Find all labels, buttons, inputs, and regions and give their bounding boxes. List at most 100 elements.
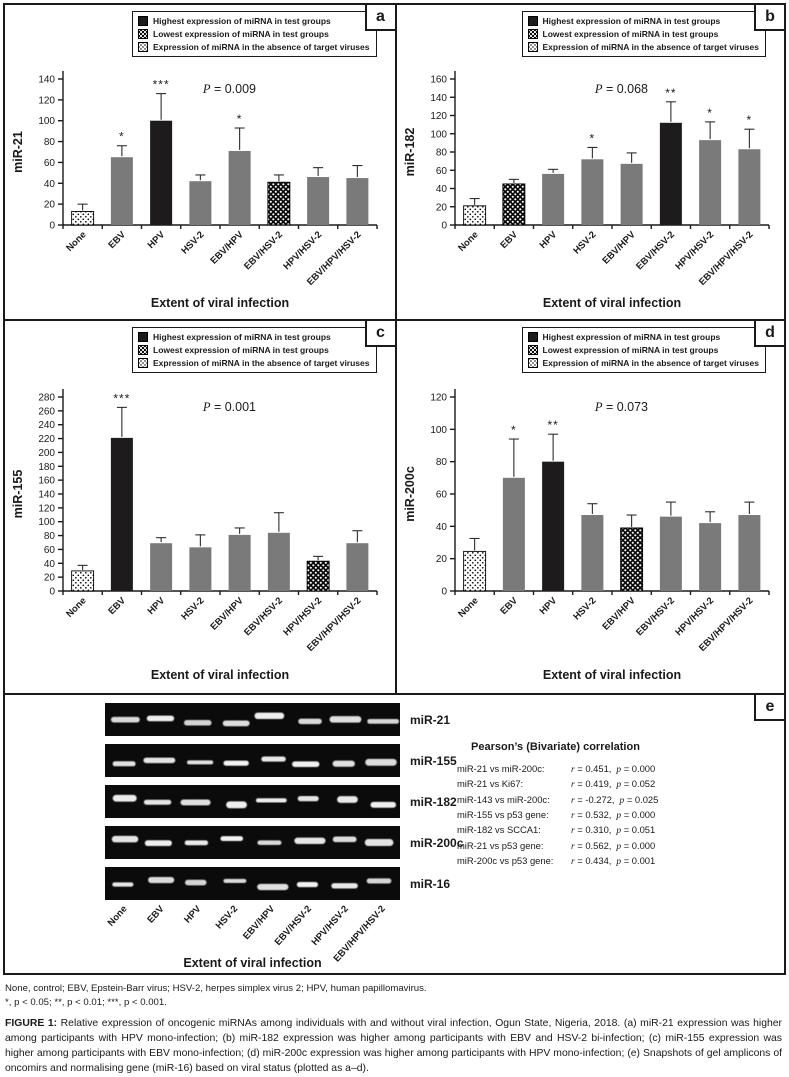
y-tick-label: 80 [44,531,56,542]
x-category-label: EBV [106,229,128,251]
legend-label: Expression of miRNA in the absence of ta… [542,358,760,368]
bar-EBV/HPV [620,163,643,225]
bar-HSV-2 [580,515,603,591]
y-tick-label: 280 [38,393,55,404]
y-tick-label: 120 [430,393,447,404]
gel-band [332,836,357,843]
gel-band [367,718,400,724]
correlation-row: miR-200c vs p53 gene: r = 0.434, p = 0.00… [457,854,713,869]
legend-swatch-lowest [138,345,148,355]
gel-row-label: miR-200c [410,836,464,850]
legend-swatch-absent [527,358,538,368]
legend-label: Lowest expression of miRNA in test group… [153,345,329,355]
gel-lane-label: HSV-2 [214,904,241,932]
bar-HPV [150,543,173,591]
gel-panel: miR-21 miR-155 miR-182 miR-200c miR-16 None EB… [5,693,784,973]
y-tick-label: 120 [430,111,447,122]
significance-stars: *** [153,78,170,92]
correlation-pair: miR-143 vs miR-200c: [457,793,550,805]
correlation-values: r = 0.310, p = 0.051 [571,823,713,838]
legend-swatch-lowest [527,29,538,39]
gel-band [257,883,289,891]
panel-letter: c [376,324,385,341]
gel-band [143,799,172,805]
legend-row: Lowest expression of miRNA in test group… [138,345,370,355]
x-category-label: EBV/HPV [600,595,638,633]
bar-HPV/HSV-2 [307,177,330,225]
bar-EBV/HPV/HSV-2 [346,543,369,591]
gel-band [365,758,397,766]
y-tick-label: 80 [435,457,447,468]
x-category-label: EBV [498,229,520,251]
y-tick-label: 80 [435,148,447,159]
x-category-label: EBV/HSV-2 [242,595,285,638]
panel-letter: b [765,8,775,25]
panel-letter-badge: a [364,5,395,31]
significance-stars: * [119,130,125,144]
correlation-values: r = 0.562, p = 0.000 [571,839,713,854]
x-category-label: HPV [537,595,559,617]
correlation-row: miR-182 vs SCCA1: r = 0.310, p = 0.051 [457,823,713,838]
x-category-label: HPV/HSV-2 [281,229,324,272]
gel-band [366,878,392,884]
figure-description: Relative expression of oncogenic miRNAs … [5,1017,782,1075]
y-tick-label: 140 [430,93,447,104]
bar-EBV/HPV [228,150,251,225]
legend-row: Lowest expression of miRNA in test group… [138,29,370,39]
caption-figure-text: FIGURE 1: Relative expression of oncogen… [5,1016,782,1077]
bar-EBV/HPV [228,534,251,591]
x-category-label: None [64,595,89,620]
bar-HPV [541,461,564,591]
significance-stars: * [707,106,713,120]
x-axis-title: Extent of viral infection [151,296,289,310]
legend-label: Expression of miRNA in the absence of ta… [153,42,370,52]
gel-band [364,839,394,846]
correlation-r-value: r = 0.434, [571,855,612,868]
gel-band [331,883,358,889]
bar-EBV/HSV-2 [659,516,682,591]
gel-band [298,718,322,725]
gel-band [183,720,212,726]
legend-swatch-highest [138,16,148,26]
y-tick-label: 0 [441,587,447,598]
correlation-pair: miR-182 vs SCCA1: [457,824,541,836]
x-category-label: EBV/HPV [600,229,638,267]
y-tick-label: 0 [49,587,55,598]
gel-band [297,796,319,802]
caption-abbreviations: None, control; EBV, Epstein-Barr virus; … [5,983,427,994]
p-value-label: P = 0.073 [593,400,647,414]
y-tick-label: 40 [44,179,56,190]
gel-lane-label: None [106,904,130,929]
bar-EBV/HPV/HSV-2 [737,149,760,225]
y-axis-title: miR-21 [11,131,25,173]
correlation-rows: miR-21 vs miR-200c: r = 0.451, p = 0.000 … [457,762,713,869]
x-category-label: EBV/HSV-2 [634,229,677,272]
gel-band [112,882,134,887]
bar-HSV-2 [189,181,212,225]
significance-stars: * [746,113,752,127]
panel-letter: e [765,698,775,715]
legend-label: Expression of miRNA in the absence of ta… [542,42,760,52]
gel-row-label: miR-182 [410,795,457,809]
y-tick-label: 60 [44,545,56,556]
correlation-p-value: p = 0.052 [616,778,656,791]
correlation-p-value: p = 0.001 [616,855,656,868]
x-category-label: HPV/HSV-2 [281,595,324,638]
chart-legend: Highest expression of miRNA in test grou… [132,11,377,57]
y-tick-label: 140 [38,490,55,501]
figure-1: Highest expression of miRNA in test grou… [3,3,786,975]
legend-swatch-absent [138,42,148,52]
bar-EBV/HSV-2 [267,532,290,591]
y-tick-label: 80 [44,137,56,148]
x-category-label: HPV [146,595,168,617]
caption-significance: *, p < 0.05; **, p < 0.01; ***, p < 0.00… [5,997,167,1009]
gel-band [296,881,319,888]
chart-panel-b: Highest expression of miRNA in test grou… [394,5,784,319]
gel-lane-label: EBV/HPV [241,903,278,942]
x-category-label: HSV-2 [571,595,598,622]
correlation-r-value: r = 0.310, [571,824,612,837]
correlation-values: r = 0.532, p = 0.000 [571,808,713,823]
figure-caption: None, control; EBV, Epstein-Barr virus; … [0,975,789,1077]
bar-HSV-2 [189,547,212,591]
